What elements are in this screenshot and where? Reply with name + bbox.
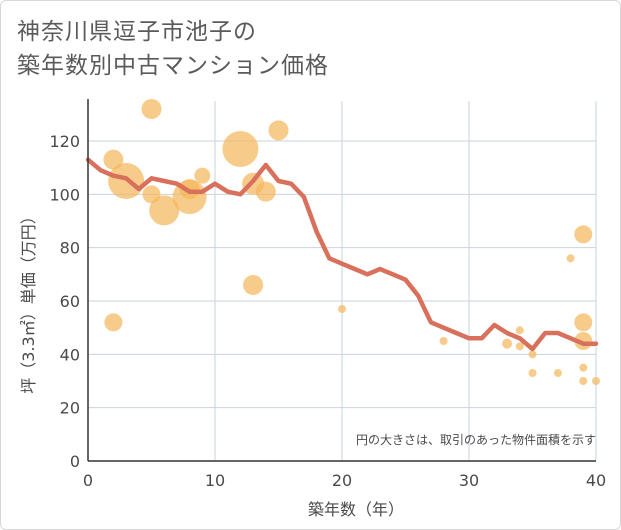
bubble-size-note: 円の大きさは、取引のあった物件面積を示す <box>356 432 596 447</box>
x-tick-label: 20 <box>332 471 352 490</box>
bubble-point <box>574 225 593 244</box>
trend-line-group <box>85 157 599 352</box>
bubble-point <box>179 179 200 199</box>
x-axis-label: 築年数（年） <box>308 500 404 519</box>
x-tick-label: 40 <box>586 471 606 490</box>
bubble-point <box>194 167 211 184</box>
bubble-point <box>255 181 276 202</box>
bubble-point <box>592 377 600 385</box>
bubbles <box>103 99 600 385</box>
axes <box>87 99 596 462</box>
y-tick-label: 100 <box>49 185 80 204</box>
chart-title: 神奈川県逗子市池子の 築年数別中古マンション価格 <box>17 15 329 83</box>
grid-lines <box>88 101 597 461</box>
bubble-point <box>222 131 259 167</box>
bubble-point <box>103 149 124 170</box>
bubble-point <box>579 363 588 372</box>
bubble-point <box>502 338 513 349</box>
bubble-point <box>338 305 346 313</box>
bubble-point <box>574 313 593 332</box>
bubble-point <box>515 342 524 351</box>
x-tick-label: 10 <box>205 471 225 490</box>
bubble-point <box>104 313 123 332</box>
bubble-point <box>439 337 448 345</box>
bubble-point <box>528 350 537 359</box>
y-tick-label: 60 <box>60 292 80 311</box>
bubble-point <box>515 326 524 335</box>
y-axis-label: 坪（3.3㎡）単価（万円） <box>19 208 38 393</box>
y-tick-label: 80 <box>60 239 80 258</box>
bubble-point <box>243 275 264 295</box>
x-tick-label: 0 <box>83 471 93 490</box>
bubble-point <box>579 377 588 385</box>
y-tick-label: 120 <box>49 132 80 151</box>
y-tick-label: 40 <box>60 345 80 364</box>
chart-title-line-2: 築年数別中古マンション価格 <box>17 53 329 79</box>
bubble-point <box>553 369 562 377</box>
trend-line <box>85 157 599 352</box>
bubble-point <box>566 254 575 263</box>
x-tick-label: 30 <box>459 471 479 490</box>
tick-labels: 0 20 40 60 80 100 120 0 10 20 30 40 <box>49 132 606 490</box>
y-tick-label: 0 <box>70 452 80 471</box>
bubble-point <box>149 195 180 226</box>
bubble-point <box>141 99 162 119</box>
chart-title-line-1: 神奈川県逗子市池子の <box>17 19 257 45</box>
bubble-point <box>268 120 289 141</box>
bubble-point <box>528 369 537 377</box>
y-tick-label: 20 <box>60 399 80 418</box>
